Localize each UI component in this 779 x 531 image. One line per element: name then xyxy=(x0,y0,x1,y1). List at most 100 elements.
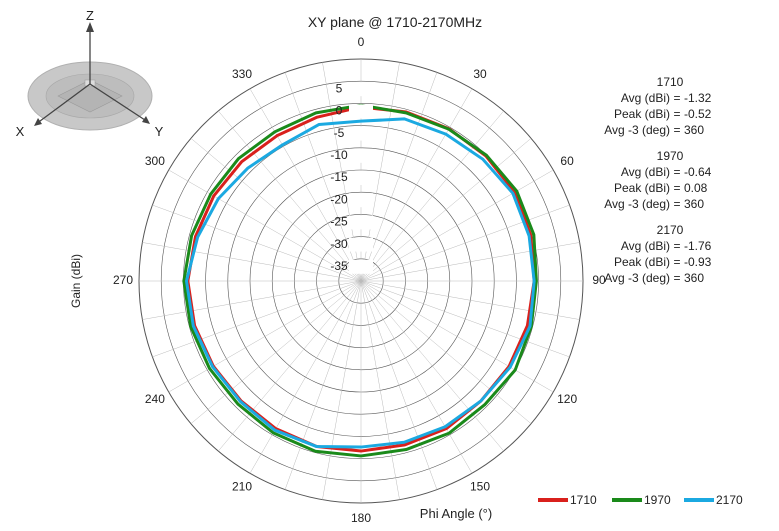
stats-title: 1970 xyxy=(656,149,684,163)
stats-row: Avg (dBi) = -0.64 xyxy=(560,164,725,180)
r-tick-label: -20 xyxy=(330,192,348,206)
r-tick-label: -5 xyxy=(334,126,345,140)
r-tick-label: 0 xyxy=(336,104,343,118)
stats-value: 360 xyxy=(684,271,705,285)
grid-spoke xyxy=(152,280,362,358)
grid-spoke xyxy=(360,280,554,393)
stats-key: Peak (dBi) xyxy=(613,181,670,195)
tick-labels: 0 30 60 90 120 150 180 210 240 270 300 330 5 0 -5 -10 -1… xyxy=(113,35,606,525)
angle-tick-label: 180 xyxy=(351,511,371,525)
grid-spoke xyxy=(218,280,362,452)
grid-spoke xyxy=(322,280,362,500)
grid-spoke xyxy=(360,280,580,320)
chart-title: XY plane @ 1710-2170MHz xyxy=(308,14,482,30)
grid-spoke xyxy=(360,280,473,474)
stats-equals: = xyxy=(673,123,681,137)
stats-block-2170: 2170 Avg (dBi) = -1.76 Peak (dBi) = -0.93 Avg -… xyxy=(560,222,725,286)
angle-tick-label: 30 xyxy=(473,67,487,81)
stats-panel: 1710 Avg (dBi) = -1.32 Peak (dBi) = -0.52 Avg -… xyxy=(560,74,725,296)
legend-label-2170: 2170 xyxy=(716,493,743,507)
stats-key: Avg (dBi) xyxy=(620,91,670,105)
grid-spoke xyxy=(360,242,580,282)
grid-spoke xyxy=(152,204,362,282)
stats-value: -0.64 xyxy=(684,165,712,179)
grid-spoke xyxy=(360,280,570,358)
grid-spoke xyxy=(249,88,362,282)
stats-row: Avg (dBi) = -1.76 xyxy=(560,238,725,254)
stats-value: 360 xyxy=(684,197,705,211)
grid-spoke xyxy=(249,280,362,474)
r-tick-label: -30 xyxy=(330,237,348,251)
angle-tick-label: 270 xyxy=(113,273,133,287)
stats-block-1710: 1710 Avg (dBi) = -1.32 Peak (dBi) = -0.52 Avg -… xyxy=(560,74,725,138)
grid-spoke xyxy=(360,280,504,452)
grid-spoke xyxy=(360,110,504,282)
r-label-bg xyxy=(349,215,373,230)
stats-row: Avg -3 (deg) = 360 xyxy=(560,270,725,286)
r-label-bg xyxy=(349,148,373,163)
stats-equals: = xyxy=(673,91,681,105)
legend-label-1710: 1710 xyxy=(570,493,597,507)
axis-label-y: Y xyxy=(155,124,164,139)
angle-tick-label: 0 xyxy=(358,35,365,49)
stats-equals: = xyxy=(673,197,681,211)
stats-key: Avg -3 (deg) xyxy=(604,123,670,137)
angle-tick-label: 60 xyxy=(560,154,574,168)
r-tick-label: -25 xyxy=(330,215,348,229)
stats-equals: = xyxy=(673,271,681,285)
stats-row: Avg -3 (deg) = 360 xyxy=(560,122,725,138)
grid-spoke xyxy=(142,242,362,282)
stats-key: Avg -3 (deg) xyxy=(604,271,670,285)
angle-tick-label: 330 xyxy=(232,67,252,81)
grid-spoke xyxy=(218,110,362,282)
axis-label-z: Z xyxy=(86,8,94,23)
grid-spoke xyxy=(360,280,400,500)
polar-grid xyxy=(138,58,584,504)
grid-spoke xyxy=(360,280,532,424)
series-line-1970 xyxy=(182,103,538,458)
grid-spoke xyxy=(190,280,362,424)
stats-row: Peak (dBi) = 0.08 xyxy=(560,180,725,196)
stats-value: 360 xyxy=(684,123,705,137)
r-label-bg xyxy=(349,171,373,185)
grid-spoke xyxy=(190,138,362,282)
grid-spoke xyxy=(168,169,362,282)
angle-tick-label: 120 xyxy=(557,392,577,406)
stats-row: Peak (dBi) = -0.52 xyxy=(560,106,725,122)
stats-value: -1.76 xyxy=(684,239,712,253)
angle-tick-label: 150 xyxy=(470,479,490,493)
stats-value: 0.08 xyxy=(684,181,708,195)
r-label-bg xyxy=(349,104,373,119)
stats-key: Avg (dBi) xyxy=(620,239,670,253)
stats-equals: = xyxy=(673,255,681,269)
r-label-bg xyxy=(349,82,373,97)
r-tick-label: -10 xyxy=(330,148,348,162)
stats-value: -0.52 xyxy=(684,107,712,121)
angle-tick-label: 90 xyxy=(592,273,606,287)
grid-spoke xyxy=(360,88,473,282)
stats-key: Avg (dBi) xyxy=(620,165,670,179)
series-line-1710 xyxy=(186,105,536,453)
grid-spoke xyxy=(360,280,438,490)
coordinate-axes-icon: Z X Y xyxy=(16,8,164,139)
angle-tick-label: 300 xyxy=(145,154,165,168)
series-line-2170 xyxy=(185,117,536,449)
r-tick-label: -35 xyxy=(330,259,348,273)
stats-key: Peak (dBi) xyxy=(613,255,670,269)
stats-key: Avg -3 (deg) xyxy=(604,197,670,211)
stats-value: -0.93 xyxy=(684,255,712,269)
grid-spoke xyxy=(284,72,362,282)
y-axis-label: Gain (dBi) xyxy=(69,254,83,308)
grid-spoke xyxy=(284,280,362,490)
r-tick-label: -15 xyxy=(330,170,348,184)
stats-key: Peak (dBi) xyxy=(613,107,670,121)
stats-title: 1710 xyxy=(656,75,684,89)
r-tick-label: 5 xyxy=(336,81,343,95)
grid-spoke xyxy=(168,280,362,393)
grid-spoke xyxy=(360,138,532,282)
stats-row: Avg (dBi) = -1.32 xyxy=(560,90,725,106)
r-label-bg xyxy=(349,237,373,252)
angle-tick-label: 210 xyxy=(232,479,252,493)
stats-block-1970: 1970 Avg (dBi) = -0.64 Peak (dBi) = 0.08 Avg -3… xyxy=(560,148,725,212)
